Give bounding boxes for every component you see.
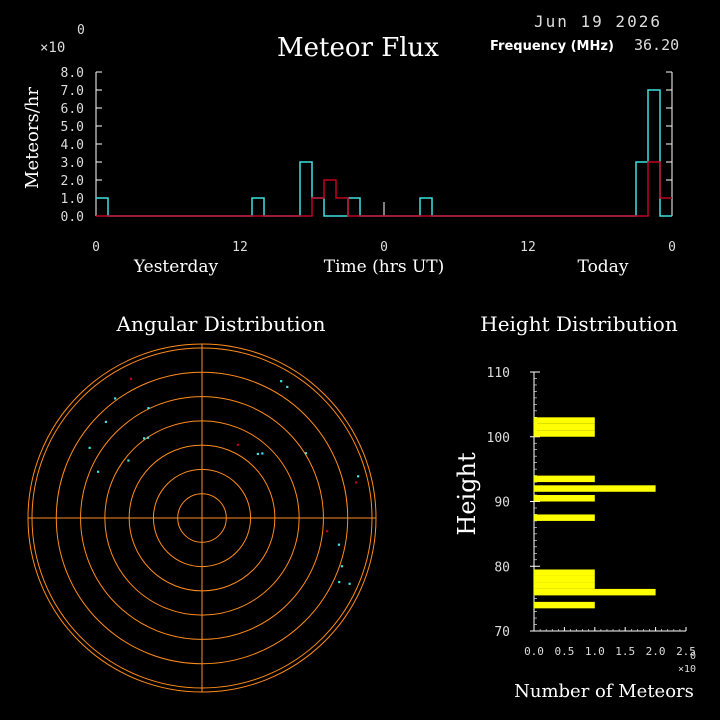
flux-y-tick-label: 4.0 bbox=[61, 138, 84, 153]
flux-x-tick-label: 0 bbox=[380, 240, 388, 255]
flux-series-line-red bbox=[96, 161, 672, 217]
height-title: Height Distribution bbox=[480, 312, 678, 336]
height-bar bbox=[534, 575, 595, 583]
polar-point bbox=[286, 385, 289, 389]
frequency-value: 36.20 bbox=[634, 36, 679, 54]
height-bar bbox=[534, 430, 595, 437]
polar-point bbox=[348, 582, 351, 585]
flux-axes: 0.0 1.0 2.0 3.0 4.0 5.0 6.0 7.0 8.0 0 12 0 12 0 bbox=[61, 66, 676, 255]
flux-y-tick-label: 7.0 bbox=[61, 84, 84, 99]
flux-y-tick-label: 8.0 bbox=[61, 66, 84, 81]
flux-x-tick-label: 0 bbox=[92, 240, 100, 255]
height-y-tick-label: 100 bbox=[487, 431, 510, 446]
flux-series-line-cyan bbox=[96, 89, 672, 217]
day-label-today: Today bbox=[578, 257, 629, 277]
flux-x-tick-label: 12 bbox=[520, 240, 536, 255]
height-scale-note: ×10 bbox=[678, 664, 696, 675]
height-ylabel: Height bbox=[453, 452, 481, 536]
polar-point bbox=[127, 459, 130, 462]
height-bar bbox=[534, 485, 656, 492]
polar-point bbox=[355, 481, 358, 484]
angular-title: Angular Distribution bbox=[116, 312, 326, 336]
height-x-tick-label: 2.5 bbox=[676, 645, 696, 658]
polar-point bbox=[114, 397, 117, 400]
height-xlabel: Number of Meteors bbox=[514, 681, 694, 702]
polar-points bbox=[88, 377, 360, 585]
polar-point bbox=[129, 377, 133, 380]
flux-series bbox=[96, 89, 672, 217]
polar-point bbox=[256, 452, 259, 456]
height-y-tick-label: 110 bbox=[487, 366, 510, 381]
height-bar bbox=[534, 423, 595, 431]
flux-y-tick-label: 5.0 bbox=[61, 120, 84, 135]
height-y-tick-label: 90 bbox=[494, 496, 510, 511]
polar-point bbox=[356, 475, 360, 478]
flux-x-tick-label: 12 bbox=[232, 240, 248, 255]
height-y-tick-label: 70 bbox=[494, 625, 510, 640]
flux-y-tick-label: 2.0 bbox=[61, 174, 84, 189]
height-bar bbox=[534, 569, 595, 576]
height-x-tick-label: 2.0 bbox=[646, 645, 666, 658]
height-x-tick-label: 1.5 bbox=[615, 645, 635, 658]
polar-point bbox=[280, 380, 283, 383]
height-bar bbox=[534, 601, 595, 609]
polar-grid bbox=[27, 343, 377, 693]
polar-point bbox=[147, 406, 150, 410]
polar-point bbox=[96, 470, 100, 473]
flux-chart: Meteor Flux ×10 0 Meteors/hr 0.0 1.0 2.0 3.… bbox=[22, 23, 676, 277]
flux-scale-note: ×10 bbox=[40, 40, 65, 56]
polar-point bbox=[326, 530, 329, 533]
frequency-label: Frequency (MHz) bbox=[490, 39, 614, 54]
height-bar bbox=[534, 582, 595, 589]
height-axes: 70 80 90 100 110 0.0 0.5 1.0 1.5 2.0 2.5 bbox=[487, 366, 696, 658]
height-y-tick-label: 80 bbox=[494, 560, 510, 575]
height-bar bbox=[534, 514, 595, 521]
height-chart: Height Distribution Height 70 80 90 100 110 0… bbox=[453, 312, 696, 702]
polar-point bbox=[338, 580, 341, 584]
day-label-yesterday: Yesterday bbox=[133, 257, 219, 277]
report-date: Jun 19 2026 bbox=[534, 12, 662, 31]
polar-point bbox=[88, 446, 91, 449]
height-bar bbox=[534, 417, 595, 424]
flux-y-tick-label: 1.0 bbox=[61, 192, 84, 207]
angular-chart: Angular Distribution bbox=[27, 312, 377, 693]
height-bars bbox=[534, 417, 656, 609]
height-x-tick-label: 1.0 bbox=[585, 645, 605, 658]
flux-y-tick-label: 3.0 bbox=[61, 156, 84, 171]
height-bar bbox=[534, 495, 595, 502]
polar-point bbox=[146, 436, 150, 439]
flux-title: Meteor Flux bbox=[277, 33, 439, 63]
height-x-tick-label: 0.0 bbox=[524, 645, 544, 658]
height-scale-exponent: 0 bbox=[690, 651, 696, 662]
height-bar bbox=[534, 475, 595, 483]
flux-xlabel: Time (hrs UT) bbox=[324, 257, 445, 277]
polar-point bbox=[337, 543, 341, 546]
height-x-tick-label: 0.5 bbox=[554, 645, 574, 658]
flux-y-tick-label: 0.0 bbox=[61, 210, 84, 225]
flux-ylabel: Meteors/hr bbox=[22, 87, 43, 189]
polar-point bbox=[143, 437, 146, 440]
polar-point bbox=[304, 452, 308, 455]
polar-point bbox=[104, 420, 108, 424]
flux-y-tick-label: 6.0 bbox=[61, 102, 84, 117]
polar-point bbox=[261, 452, 264, 455]
flux-scale-exponent: 0 bbox=[77, 23, 85, 38]
height-bar bbox=[534, 588, 656, 596]
flux-x-tick-label: 0 bbox=[668, 240, 676, 255]
polar-point bbox=[236, 443, 239, 446]
polar-point bbox=[340, 565, 344, 568]
